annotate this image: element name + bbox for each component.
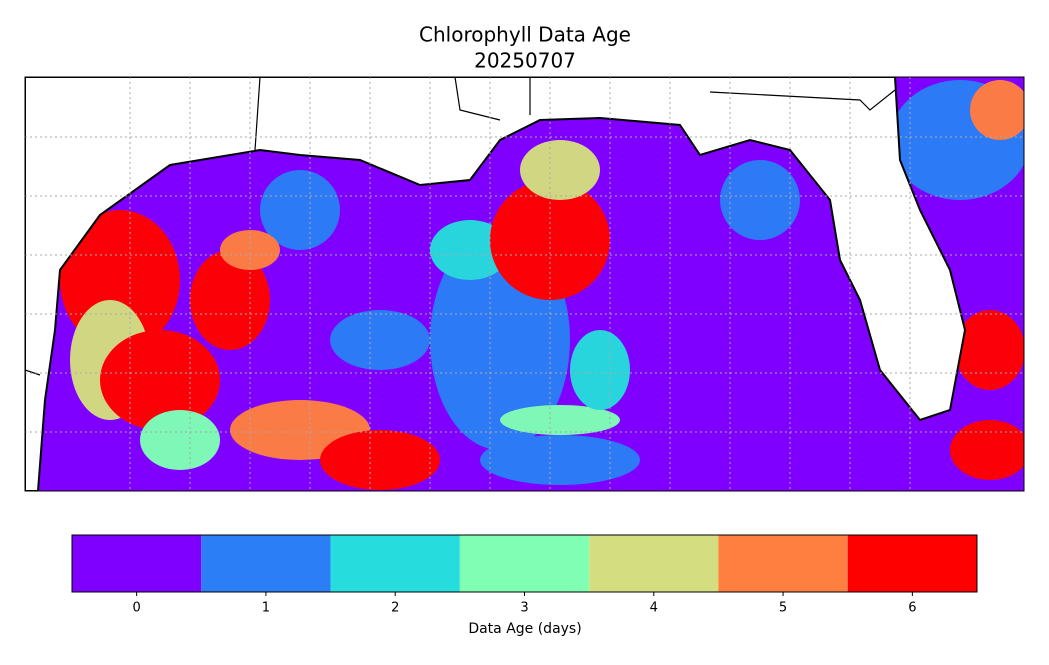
data-age-field [60, 80, 1024, 490]
colorbar-tick-label: 2 [391, 601, 399, 616]
colorbar-segment [589, 535, 719, 592]
graticule [25, 77, 1024, 491]
colorbar-segment [847, 535, 977, 592]
colorbar-frame [71, 534, 978, 593]
colorbar-label: Data Age (days) [468, 621, 581, 637]
colorbar-segment [201, 535, 331, 592]
map-title: Chlorophyll Data Age [419, 23, 631, 47]
colorbar-segment [72, 535, 202, 592]
colorbar-tick-label: 4 [650, 601, 658, 616]
colorbar-segment [330, 535, 460, 592]
colorbar-tick-label: 0 [133, 601, 141, 616]
colorbar-tick-label: 6 [908, 601, 916, 616]
colorbar-tick-label: 3 [520, 601, 528, 616]
map-frame [24, 76, 1025, 492]
borders [25, 77, 896, 376]
land [25, 77, 967, 491]
colorbar-segment [459, 535, 590, 592]
colorbar: 0 1 2 3 4 5 6 [72, 535, 977, 616]
colorbar-tick-label: 5 [779, 601, 787, 616]
map-subtitle: 20250707 [474, 49, 576, 73]
colorbar-segment [718, 535, 848, 592]
map [25, 77, 1024, 491]
colorbar-tick-label: 1 [262, 601, 270, 616]
